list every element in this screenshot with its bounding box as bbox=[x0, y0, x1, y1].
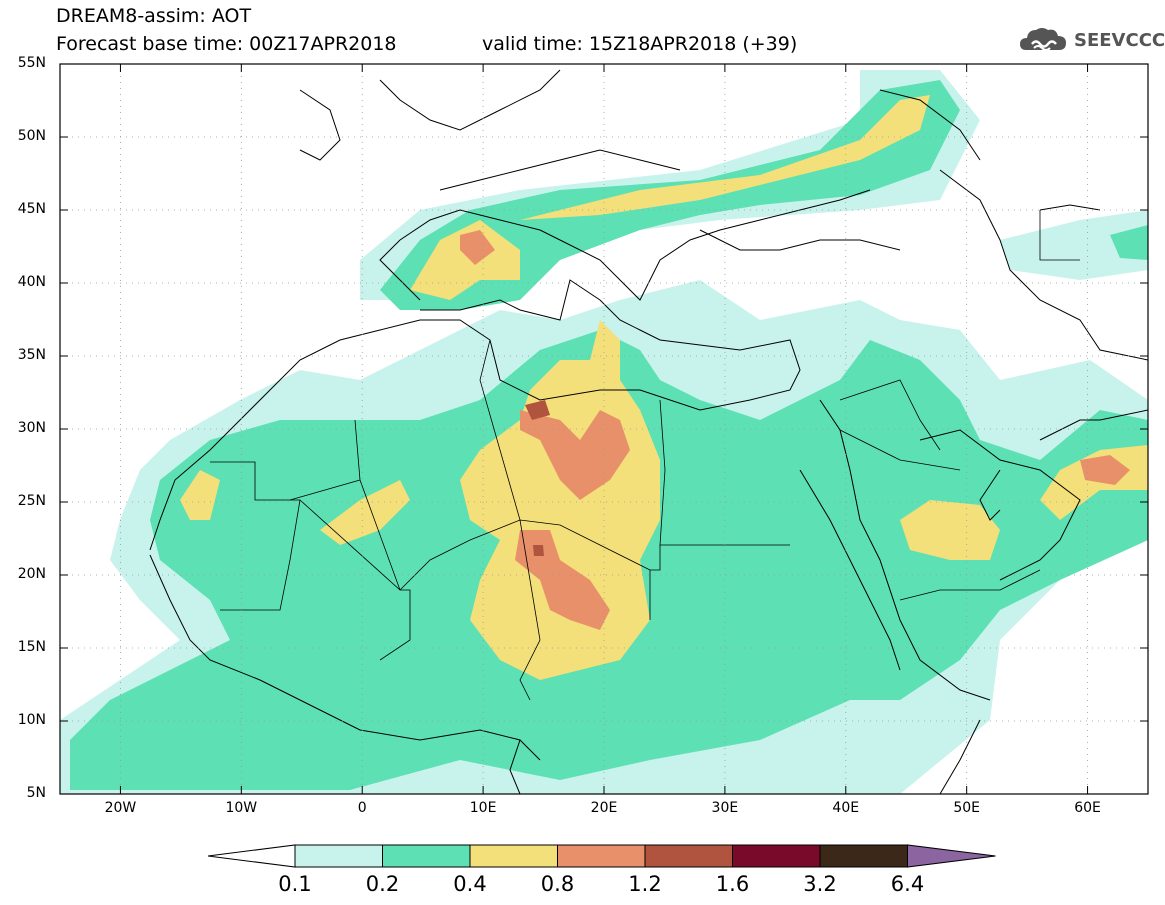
lat-tick-label: 35N bbox=[17, 347, 46, 363]
colorbar-tick-label: 1.2 bbox=[628, 872, 662, 896]
lat-tick-label: 45N bbox=[17, 201, 46, 217]
lon-tick-label: 40E bbox=[832, 800, 860, 816]
lon-tick-label: 30E bbox=[711, 800, 739, 816]
lon-tick-label: 50E bbox=[953, 800, 980, 816]
valid-time: valid time: 15Z18APR2018 (+39) bbox=[482, 33, 798, 55]
coastlines bbox=[149, 69, 1148, 794]
lat-tick-label: 40N bbox=[17, 274, 46, 290]
aot-contour-0-4 bbox=[180, 95, 1148, 680]
axis-ticks bbox=[60, 63, 1148, 795]
lon-tick-label: 20E bbox=[590, 800, 618, 816]
forecast-base-time: Forecast base time: 00Z17APR2018 bbox=[56, 33, 397, 55]
lon-tick-label: 20W bbox=[104, 800, 137, 816]
lat-tick-label: 5N bbox=[26, 785, 46, 801]
lat-tick-label: 25N bbox=[17, 493, 46, 509]
colorbar-tick-label: 6.4 bbox=[890, 872, 925, 896]
lon-tick-label: 10W bbox=[225, 800, 258, 816]
country-borders bbox=[210, 210, 1080, 701]
lon-tick-label: 10E bbox=[469, 800, 497, 816]
map-title: DREAM8-assim: AOT bbox=[56, 5, 252, 27]
lat-tick-label: 15N bbox=[17, 639, 46, 655]
logo-text: SEEVCCC bbox=[1074, 30, 1165, 51]
colorbar-tick-label: 0.2 bbox=[365, 872, 400, 896]
colorbar-tick-label: 0.8 bbox=[540, 872, 575, 896]
lat-tick-label: 50N bbox=[17, 128, 46, 144]
lat-tick-label: 30N bbox=[17, 420, 46, 436]
lon-tick-label: 0 bbox=[357, 800, 367, 816]
cloud-icon bbox=[1020, 28, 1066, 51]
colorbar-tick-label: 1.6 bbox=[715, 872, 750, 896]
aot-contour-1-2 bbox=[525, 400, 550, 556]
colorbar-tick-label: 0.1 bbox=[278, 872, 312, 896]
lon-tick-label: 60E bbox=[1074, 800, 1101, 816]
lat-tick-label: 20N bbox=[17, 566, 46, 582]
seevccc-logo: SEEVCCC bbox=[1018, 22, 1165, 58]
colorbar-tick-label: 3.2 bbox=[803, 872, 837, 896]
lat-tick-label: 55N bbox=[17, 55, 46, 71]
colorbar-tick-label: 0.4 bbox=[453, 872, 487, 896]
lat-tick-label: 10N bbox=[17, 712, 46, 728]
